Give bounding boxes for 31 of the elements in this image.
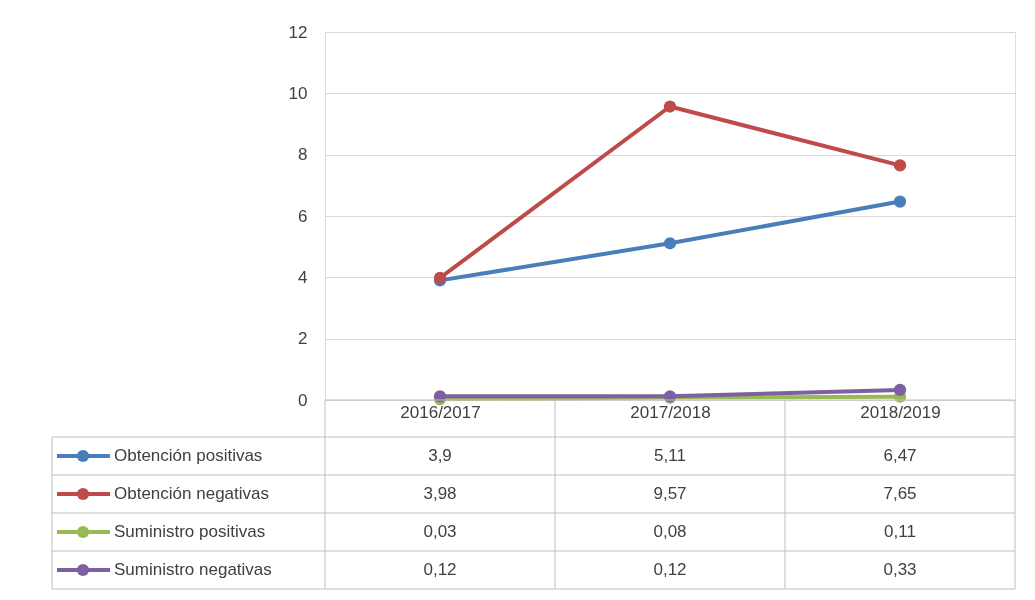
data-label: 0,12 bbox=[423, 560, 457, 579]
point bbox=[893, 195, 907, 208]
data-label: 6,47 bbox=[883, 446, 917, 465]
point bbox=[663, 237, 677, 250]
y-tick-label: 0 bbox=[298, 390, 308, 410]
y-tick-label: 6 bbox=[298, 206, 308, 226]
point bbox=[893, 159, 907, 172]
data-label: 3,9 bbox=[428, 446, 452, 465]
data-label: 0,08 bbox=[653, 522, 687, 541]
y-tick-label: 2 bbox=[298, 329, 308, 349]
y-tick-label: 8 bbox=[298, 145, 308, 165]
data-label: 5,11 bbox=[654, 446, 686, 465]
point bbox=[893, 383, 907, 396]
data-label: 3,98 bbox=[423, 484, 457, 503]
y-tick-label: 4 bbox=[298, 267, 308, 287]
legend-label: Obtención negativas bbox=[114, 484, 269, 503]
data-label: 0,12 bbox=[653, 560, 687, 579]
x-tick-label: 2016/2017 bbox=[400, 402, 481, 422]
legend-label: Suministro positivas bbox=[114, 522, 266, 541]
x-tick-label: 2017/2018 bbox=[630, 402, 711, 422]
data-label: 0,11 bbox=[884, 522, 916, 541]
x-tick-label: 2018/2019 bbox=[860, 402, 941, 422]
data-label: 7,65 bbox=[883, 484, 917, 503]
point bbox=[663, 100, 677, 113]
data-label: 0,33 bbox=[883, 560, 917, 579]
data-label: 0,03 bbox=[423, 522, 457, 541]
legend-label: Suministro negativas bbox=[114, 560, 272, 579]
y-tick-label: 12 bbox=[288, 22, 308, 42]
legend-label: Obtención positivas bbox=[114, 446, 263, 465]
data-label: 9,57 bbox=[653, 484, 687, 503]
y-tick-label: 10 bbox=[288, 83, 308, 103]
